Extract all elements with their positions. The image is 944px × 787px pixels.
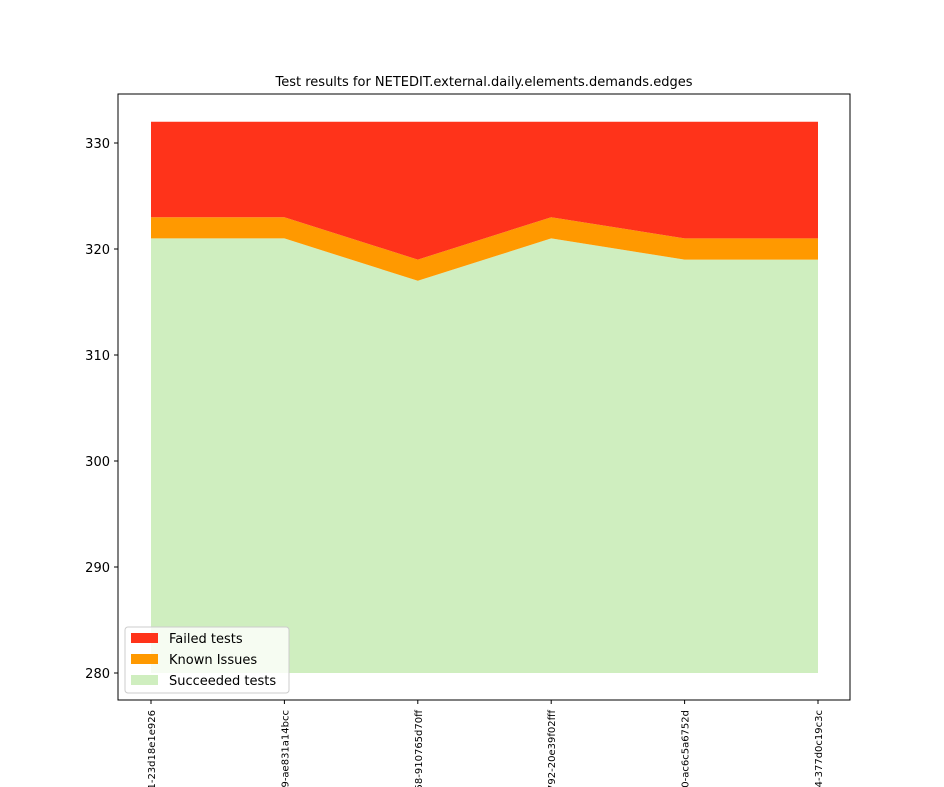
legend-box [124, 626, 290, 694]
x-tick-label: 0-ac6c5a6752d [681, 710, 692, 787]
x-tick-label: 1-23d18e1e926 [147, 710, 158, 787]
legend-swatch [131, 675, 158, 685]
legend: Failed tests Known Issues Succeeded tests [124, 626, 290, 694]
legend-swatch [131, 633, 158, 643]
y-tick-label: 280 [85, 667, 110, 682]
x-tick-label: 58-910765d70ff [414, 709, 425, 787]
legend-swatch [131, 654, 158, 664]
legend-label: Failed tests [169, 632, 243, 647]
y-tick-label: 300 [85, 455, 110, 470]
y-tick-label: 330 [85, 137, 110, 152]
chart-title: Test results for NETEDIT.external.daily.… [275, 75, 693, 90]
y-tick-label: 310 [85, 349, 110, 364]
x-tick-label: 4-377d0c19c3c [814, 710, 825, 787]
y-tick-label: 320 [85, 243, 110, 258]
y-tick-label: 290 [85, 561, 110, 576]
legend-label: Known Issues [169, 653, 257, 668]
plot-frame [117, 93, 851, 701]
area-succeeded-tests [151, 238, 818, 673]
area-known-issues [151, 217, 818, 281]
area-failed-tests [151, 121, 818, 260]
x-tick-label: 792-20e39f02fff [547, 710, 558, 787]
legend-label: Succeeded tests [169, 674, 276, 689]
x-tick-label: 9-ae831a14bcc [280, 710, 291, 787]
